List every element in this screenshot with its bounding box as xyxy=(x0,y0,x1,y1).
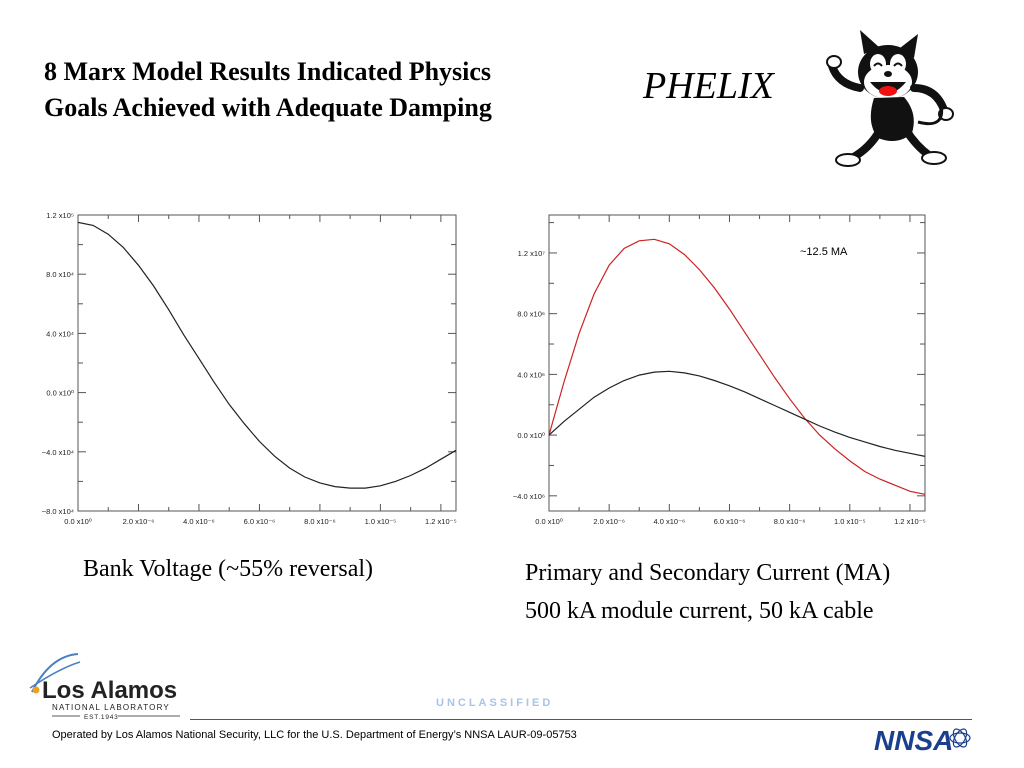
slide-title: 8 Marx Model Results Indicated Physics G… xyxy=(44,54,604,126)
footer-divider xyxy=(190,719,972,720)
x-tick-label: 6.0 x10⁻⁶ xyxy=(714,517,746,526)
series-line-0 xyxy=(77,221,457,489)
x-tick-label: 1.0 x10⁻⁵ xyxy=(365,517,397,526)
x-tick-label: 1.0 x10⁻⁵ xyxy=(834,517,866,526)
y-tick-label: −8.0 x10⁴ xyxy=(42,507,74,516)
y-tick-label: −4.0 x10⁶ xyxy=(513,492,545,501)
x-tick-label: 4.0 x10⁻⁶ xyxy=(183,517,215,526)
y-tick-label: 1.2 x10⁷ xyxy=(518,249,546,258)
y-tick-label: 8.0 x10⁴ xyxy=(46,270,74,279)
x-tick-label: 2.0 x10⁻⁶ xyxy=(123,517,155,526)
caption-current: Primary and Secondary Current (MA) xyxy=(525,560,891,586)
current-chart-svg: 0.0 x10⁰ 2.0 x10⁻⁶ 4.0 x10⁻⁶ 6.0 x10⁻⁶ 8.0 x… xyxy=(513,214,926,526)
y-tick-label: 0.0 x10⁰ xyxy=(46,389,74,398)
logo-sub: NATIONAL LABORATORY xyxy=(52,703,170,712)
slide-title-line2: Goals Achieved with Adequate Damping xyxy=(44,93,492,122)
project-name: PHELIX xyxy=(643,65,774,107)
nnsa-logo-text: NNSA xyxy=(874,725,953,756)
x-tick-label: 8.0 x10⁻⁶ xyxy=(774,517,806,526)
x-tick-label: 4.0 x10⁻⁶ xyxy=(653,517,685,526)
nnsa-logo-icon: NNSA xyxy=(874,725,971,756)
bank-voltage-chart-svg: 0.0 x10⁰ 2.0 x10⁻⁶ 4.0 x10⁻⁶ 6.0 x10⁻⁶ 8.0 x… xyxy=(42,211,457,526)
slide-title-line1: 8 Marx Model Results Indicated Physics xyxy=(44,57,492,86)
logo-est: EST.1943 xyxy=(84,714,119,721)
x-tick-label: 1.2 x10⁻⁵ xyxy=(425,517,457,526)
series-line-0 xyxy=(548,238,926,495)
current-chart: 0.0 x10⁰ 2.0 x10⁻⁶ 4.0 x10⁻⁶ 6.0 x10⁻⁶ 8.0 x… xyxy=(497,195,957,535)
plot-frame xyxy=(77,214,457,512)
los-alamos-logo-icon: Los Alamos NATIONAL LABORATORY EST.1943 xyxy=(29,653,180,721)
plot-frame xyxy=(548,214,926,512)
y-tick-label: 1.2 x10⁵ xyxy=(46,211,74,220)
series-line-1 xyxy=(548,370,926,457)
bank-voltage-chart: 0.0 x10⁰ 2.0 x10⁻⁶ 4.0 x10⁻⁶ 6.0 x10⁻⁶ 8.0 x… xyxy=(26,195,472,535)
x-tick-label: 1.2 x10⁻⁵ xyxy=(894,517,926,526)
peak-annotation: ~12.5 MA xyxy=(800,246,848,258)
x-tick-label: 2.0 x10⁻⁶ xyxy=(593,517,625,526)
footer-operated-by: Operated by Los Alamos National Security… xyxy=(52,729,577,741)
x-tick-label: 0.0 x10⁰ xyxy=(535,517,563,526)
logo-name: Los Alamos xyxy=(42,677,177,704)
y-tick-label: 8.0 x10⁶ xyxy=(517,310,545,319)
y-tick-label: 0.0 x10⁰ xyxy=(517,431,545,440)
caption-module-current: 500 kA module current, 50 kA cable xyxy=(525,598,874,624)
y-tick-label: 4.0 x10⁴ xyxy=(46,329,74,338)
caption-bank-voltage: Bank Voltage (~55% reversal) xyxy=(83,556,374,582)
x-tick-label: 0.0 x10⁰ xyxy=(64,517,92,526)
x-tick-label: 6.0 x10⁻⁶ xyxy=(244,517,276,526)
classification-marking: UNCLASSIFIED xyxy=(436,697,554,709)
y-tick-label: −4.0 x10⁴ xyxy=(42,448,74,457)
y-tick-label: 4.0 x10⁶ xyxy=(517,370,545,379)
x-tick-label: 8.0 x10⁻⁶ xyxy=(304,517,336,526)
felix-cat-mascot-icon xyxy=(826,30,954,167)
